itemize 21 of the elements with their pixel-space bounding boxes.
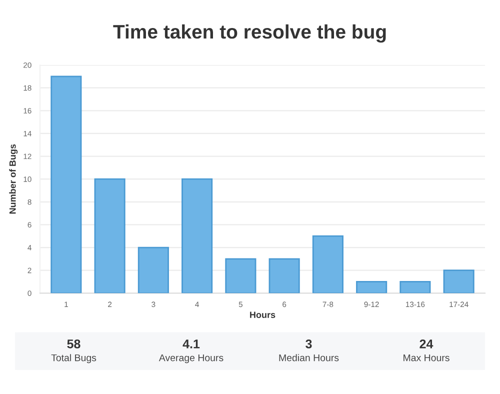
text: Total Bugs	[51, 354, 96, 364]
bar	[312, 235, 344, 294]
text: 58	[67, 340, 80, 348]
bar	[94, 178, 126, 294]
y-axis-title: Number of Bugs	[9, 144, 18, 214]
bar	[138, 246, 169, 294]
text: 24	[420, 340, 434, 348]
x-axis-title: Hours	[250, 312, 276, 318]
bar	[50, 76, 82, 294]
bar	[443, 270, 474, 294]
text: Median Hours	[279, 354, 339, 362]
chart-title: Time taken to resolve the bug	[113, 24, 386, 43]
text: 3	[306, 340, 312, 348]
bar	[356, 281, 388, 294]
text: Average Hours	[158, 354, 224, 364]
bar	[400, 281, 431, 294]
bar	[225, 258, 256, 294]
text: Max Hours	[404, 354, 450, 362]
bar	[182, 178, 213, 294]
bar	[268, 258, 300, 294]
text: 4.1	[182, 340, 200, 348]
